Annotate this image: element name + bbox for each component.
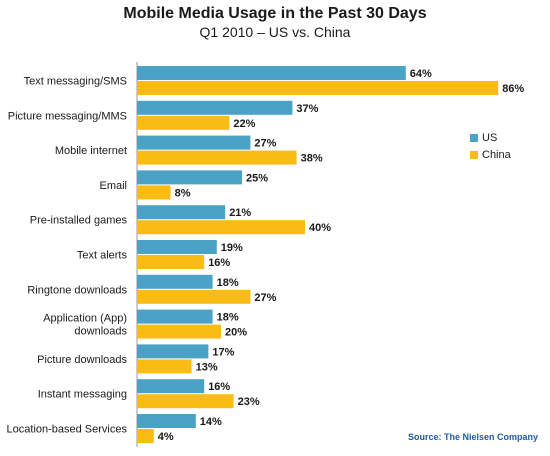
bar-china	[137, 150, 297, 165]
source-note: Source: The Nielsen Company	[407, 432, 538, 442]
data-label-china: 22%	[233, 118, 255, 130]
category-label: Application (App) downloads	[43, 313, 127, 338]
data-label-china: 20%	[225, 327, 247, 339]
data-label-china: 8%	[175, 187, 191, 199]
chart-title: Mobile Media Usage in the Past 30 Days	[123, 5, 427, 22]
legend-label-us: US	[482, 131, 498, 144]
data-label-us: 21%	[229, 207, 251, 219]
bar-china	[137, 394, 234, 409]
legend-label-china: China	[482, 148, 511, 161]
bar-us	[137, 274, 213, 289]
data-label-us: 25%	[246, 172, 268, 184]
data-label-us: 37%	[296, 103, 318, 115]
data-label-us: 27%	[254, 138, 276, 150]
data-label-china: 23%	[238, 396, 260, 408]
bar-china	[137, 115, 230, 130]
data-label-us: 64%	[410, 68, 432, 80]
bar-china	[137, 324, 221, 339]
data-label-us: 19%	[221, 242, 243, 254]
bar-china	[137, 185, 171, 200]
data-label-china: 38%	[301, 153, 323, 165]
bar-china	[137, 220, 305, 235]
data-label-us: 18%	[217, 312, 239, 324]
data-label-us: 18%	[217, 277, 239, 289]
bar-china	[137, 255, 205, 269]
category-label: Email	[99, 180, 127, 192]
bar-us	[137, 135, 251, 150]
legend: US China	[470, 129, 511, 163]
legend-item-china: China	[470, 146, 511, 163]
bar-china	[137, 81, 499, 95]
bar-us	[137, 344, 209, 359]
bar-us	[137, 379, 205, 394]
bar-china	[137, 289, 251, 304]
legend-swatch-china	[470, 150, 478, 159]
data-label-china: 4%	[158, 431, 174, 443]
data-label-us: 16%	[208, 381, 230, 393]
bar-us	[137, 240, 217, 254]
data-label-china: 16%	[208, 257, 230, 269]
data-label-us: 14%	[200, 416, 222, 428]
category-label: Picture messaging/MMS	[8, 110, 127, 122]
data-label-china: 86%	[502, 83, 524, 95]
bar-us	[137, 205, 226, 220]
legend-swatch-us	[470, 133, 478, 142]
category-label: Instant messaging	[38, 389, 127, 401]
category-label: Text alerts	[77, 250, 128, 262]
bar-china	[137, 359, 192, 374]
data-label-china: 40%	[309, 222, 331, 234]
bar-us	[137, 100, 293, 115]
category-label: Pre-installed games	[30, 215, 128, 227]
data-label-china: 27%	[254, 292, 276, 304]
category-label: Location-based Services	[7, 424, 128, 436]
category-label: Ringtone downloads	[27, 284, 127, 296]
bar-us	[137, 414, 196, 428]
category-label: Text messaging/SMS	[24, 76, 127, 88]
data-label-china: 13%	[196, 361, 218, 373]
bar-us	[137, 66, 406, 80]
data-label-us: 17%	[212, 346, 234, 358]
legend-item-us: US	[470, 129, 511, 146]
chart-subtitle: Q1 2010 – US vs. China	[199, 24, 351, 40]
category-label: Picture downloads	[37, 354, 127, 366]
category-label: Mobile internet	[55, 145, 127, 157]
bar-us	[137, 309, 213, 324]
bar-china	[137, 429, 154, 443]
bar-us	[137, 170, 242, 185]
